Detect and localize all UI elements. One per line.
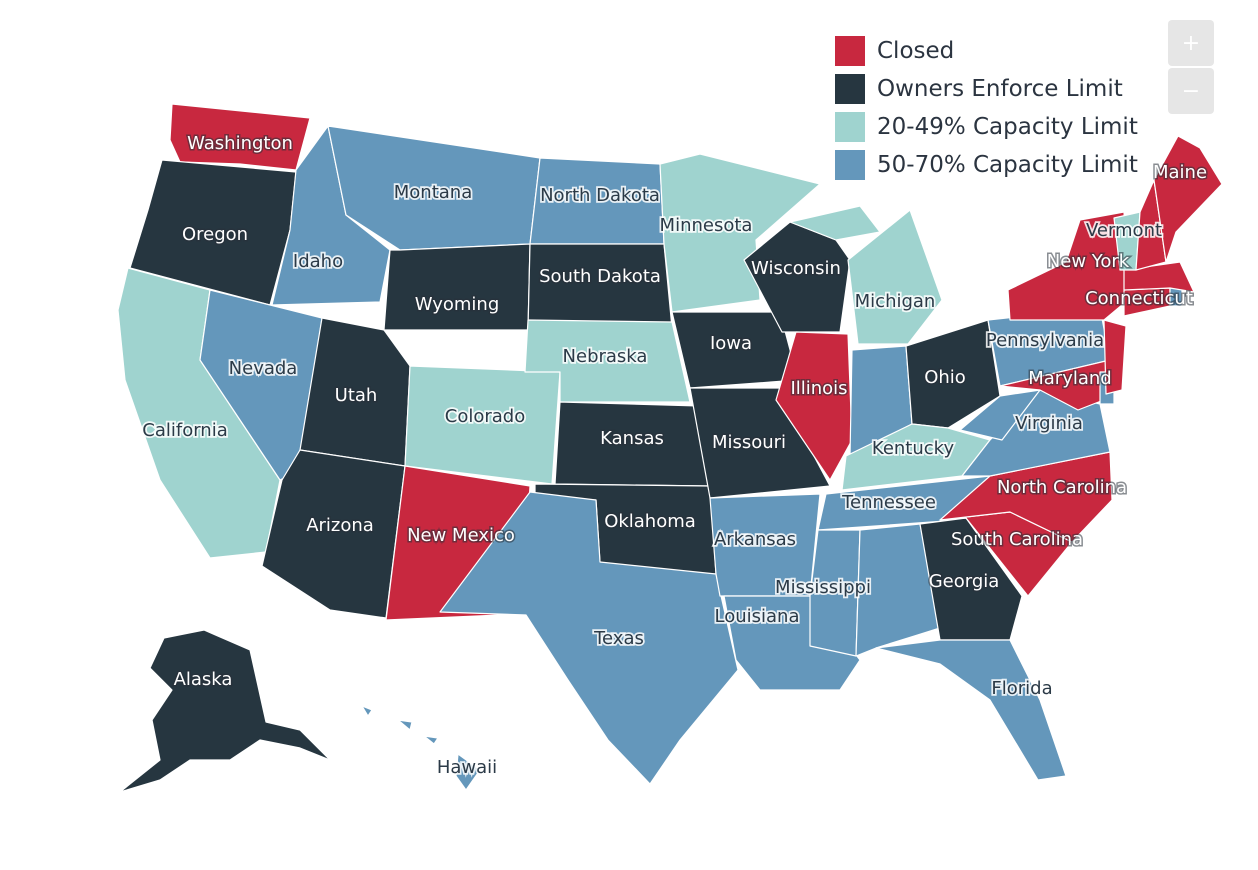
state-connecticut[interactable] — [1123, 287, 1171, 317]
state-ohio[interactable] — [905, 319, 1001, 429]
state-wyoming[interactable] — [383, 243, 531, 331]
state-colorado[interactable] — [404, 365, 561, 485]
state-south-dakota[interactable] — [527, 243, 673, 331]
state-new-jersey[interactable] — [1103, 319, 1127, 395]
state-maryland[interactable] — [999, 359, 1115, 411]
zoom-controls: + − — [1168, 20, 1214, 116]
zoom-out-button[interactable]: − — [1168, 68, 1214, 114]
legend-label: 50-70% Capacity Limit — [877, 152, 1138, 178]
state-north-dakota[interactable] — [529, 157, 665, 245]
state-alabama[interactable] — [855, 523, 941, 657]
state-michigan[interactable] — [789, 205, 943, 345]
state-washington[interactable] — [169, 103, 311, 171]
legend-label: 20-49% Capacity Limit — [877, 114, 1138, 140]
legend-swatch-cap20 — [835, 112, 865, 142]
state-florida[interactable] — [875, 639, 1067, 781]
map-legend: Closed Owners Enforce Limit 20-49% Capac… — [835, 32, 1138, 184]
state-arkansas[interactable] — [709, 493, 821, 597]
state-mississippi[interactable] — [809, 529, 861, 657]
legend-item-closed: Closed — [835, 32, 1138, 70]
state-texas[interactable] — [439, 491, 739, 785]
state-illinois[interactable] — [775, 331, 853, 481]
state-alaska[interactable] — [119, 629, 331, 793]
legend-swatch-owners — [835, 74, 865, 104]
legend-item-cap20: 20-49% Capacity Limit — [835, 108, 1138, 146]
state-hawaii[interactable] — [361, 705, 481, 791]
legend-label: Closed — [877, 38, 955, 64]
state-rhode-island[interactable] — [1169, 287, 1183, 307]
state-massachusetts[interactable] — [1123, 261, 1195, 293]
legend-item-cap50: 50-70% Capacity Limit — [835, 146, 1138, 184]
state-maine[interactable] — [1153, 135, 1223, 263]
legend-item-owners: Owners Enforce Limit — [835, 70, 1138, 108]
legend-label: Owners Enforce Limit — [877, 76, 1123, 102]
legend-swatch-closed — [835, 36, 865, 66]
zoom-in-button[interactable]: + — [1168, 20, 1214, 66]
state-kansas[interactable] — [554, 401, 711, 487]
state-new-york[interactable] — [1007, 211, 1129, 321]
legend-swatch-cap50 — [835, 150, 865, 180]
